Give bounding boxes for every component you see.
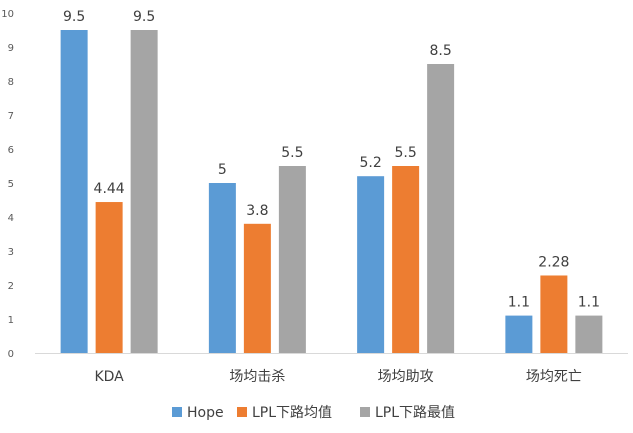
y-tick-label: 1 [8,315,14,326]
y-tick-label: 8 [8,77,14,88]
data-label: 8.5 [429,43,451,59]
legend-swatch [237,407,247,417]
legend-swatch [172,407,182,417]
legend-item: LPL下路最值 [360,405,455,421]
bar [60,30,88,353]
y-tick-label: 2 [8,281,14,292]
legend-item: LPL下路均值 [237,405,332,421]
legend-label: Hope [187,405,224,421]
bar [575,315,603,353]
y-tick-label: 6 [8,145,14,156]
data-label: 9.5 [63,9,85,25]
data-label: 4.44 [94,181,125,197]
bar [540,275,568,353]
data-label: 5.2 [359,155,381,171]
bar [357,176,385,353]
legend: Hope LPL下路均值 LPL下路最值 [172,405,455,421]
bar [505,315,533,353]
bars [60,30,603,353]
x-axis: KDA 场均击杀 场均助攻 场均死亡 [35,353,628,385]
bar [208,183,236,353]
bar [243,223,271,353]
y-tick-label: 0 [8,349,14,360]
x-tick-label: 场均击杀 [229,369,285,385]
y-axis: 0 1 2 3 4 5 6 7 8 9 10 [1,9,14,360]
y-tick-label: 3 [8,247,14,258]
y-tick-label: 5 [8,179,14,190]
bar [95,202,123,353]
legend-label: LPL下路均值 [252,405,332,421]
legend-swatch [360,407,370,417]
legend-item: Hope [172,405,224,421]
data-label: 2.28 [538,254,569,270]
x-tick-label: 场均助攻 [378,369,434,385]
bar [427,64,455,353]
data-label: 5 [218,162,227,178]
data-label: 1.1 [508,295,530,311]
y-tick-label: 9 [8,43,14,54]
data-label: 5.5 [281,145,303,161]
data-label: 5.5 [394,145,416,161]
y-tick-label: 4 [8,213,14,224]
data-labels: 9.5 4.44 9.5 5 3.8 5.5 5.2 5.5 8.5 1.1 2.28 1.1 [63,9,600,311]
data-label: 3.8 [246,203,268,219]
bar [392,166,420,353]
x-tick-label: KDA [94,369,124,385]
bar [130,30,158,353]
data-label: 9.5 [133,9,155,25]
bar [278,166,306,353]
x-tick-label: 场均死亡 [526,369,582,385]
legend-label: LPL下路最值 [375,405,455,421]
y-tick-label: 7 [8,111,14,122]
data-label: 1.1 [578,295,600,311]
y-tick-label: 10 [1,9,14,20]
